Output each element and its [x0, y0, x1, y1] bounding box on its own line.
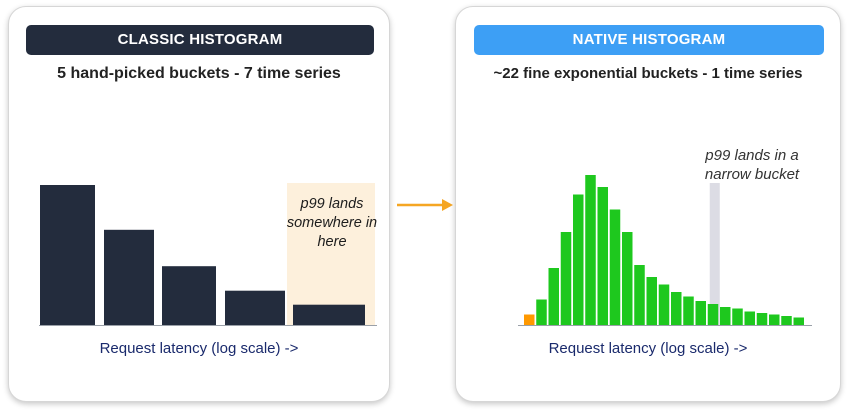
native-histogram-chart: [518, 175, 812, 326]
classic-bucket-bar: [225, 290, 285, 325]
classic-bucket-bar: [40, 185, 95, 325]
classic-bucket-bar: [293, 304, 365, 325]
transition-arrow: [397, 199, 453, 211]
classic-histogram-chart: [39, 183, 377, 326]
native-bucket-bar: [671, 292, 682, 325]
native-histogram-header: NATIVE HISTOGRAM: [474, 25, 824, 55]
native-bucket-bar: [634, 265, 645, 325]
classic-histogram-header: CLASSIC HISTOGRAM: [26, 25, 374, 55]
native-p99-note: p99 lands in a narrow bucket: [704, 147, 800, 183]
native-bucket-bar: [548, 268, 559, 325]
classic-histogram-card: CLASSIC HISTOGRAM 5 hand-picked buckets …: [8, 6, 390, 402]
p99-region: [287, 183, 375, 325]
native-bucket-bar: [683, 296, 694, 325]
native-bucket-bar: [756, 313, 768, 325]
native-bucket-bar: [781, 316, 792, 325]
native-bucket-bar: [744, 311, 755, 325]
native-bucket-bar: [720, 307, 731, 325]
native-bucket-bar: [609, 209, 621, 325]
native-bucket-bar: [793, 317, 804, 325]
native-axis-caption: Request latency (log scale) ->: [548, 340, 748, 357]
native-bucket-bar: [732, 308, 743, 325]
native-bucket-bar: [597, 187, 608, 325]
native-bucket-bar: [573, 194, 584, 325]
native-bucket-bar: [536, 299, 547, 325]
native-bucket-bar: [560, 232, 572, 325]
native-bucket-bar: [622, 232, 633, 325]
native-bucket-bar: [646, 277, 657, 325]
native-bucket-bar: [524, 314, 535, 325]
arrow-head: [442, 199, 453, 211]
classic-p99-note: p99 lands somewhere in here: [286, 196, 378, 250]
native-bucket-bar: [707, 304, 719, 325]
classic-bucket-bar: [104, 229, 154, 325]
p99-bucket-marker: [709, 183, 720, 325]
native-histogram-card: NATIVE HISTOGRAM ~22 fine exponential bu…: [455, 6, 841, 402]
native-bucket-bar: [695, 301, 706, 325]
classic-axis-caption: Request latency (log scale) ->: [99, 340, 299, 357]
classic-histogram-subtitle: 5 hand-picked buckets - 7 time series: [57, 65, 341, 82]
native-histogram-subtitle: ~22 fine exponential buckets - 1 time se…: [493, 65, 803, 82]
native-bucket-bar: [585, 175, 596, 325]
native-bucket-bar: [769, 314, 780, 325]
native-bucket-bar: [658, 284, 670, 325]
classic-bucket-bar: [162, 266, 216, 325]
